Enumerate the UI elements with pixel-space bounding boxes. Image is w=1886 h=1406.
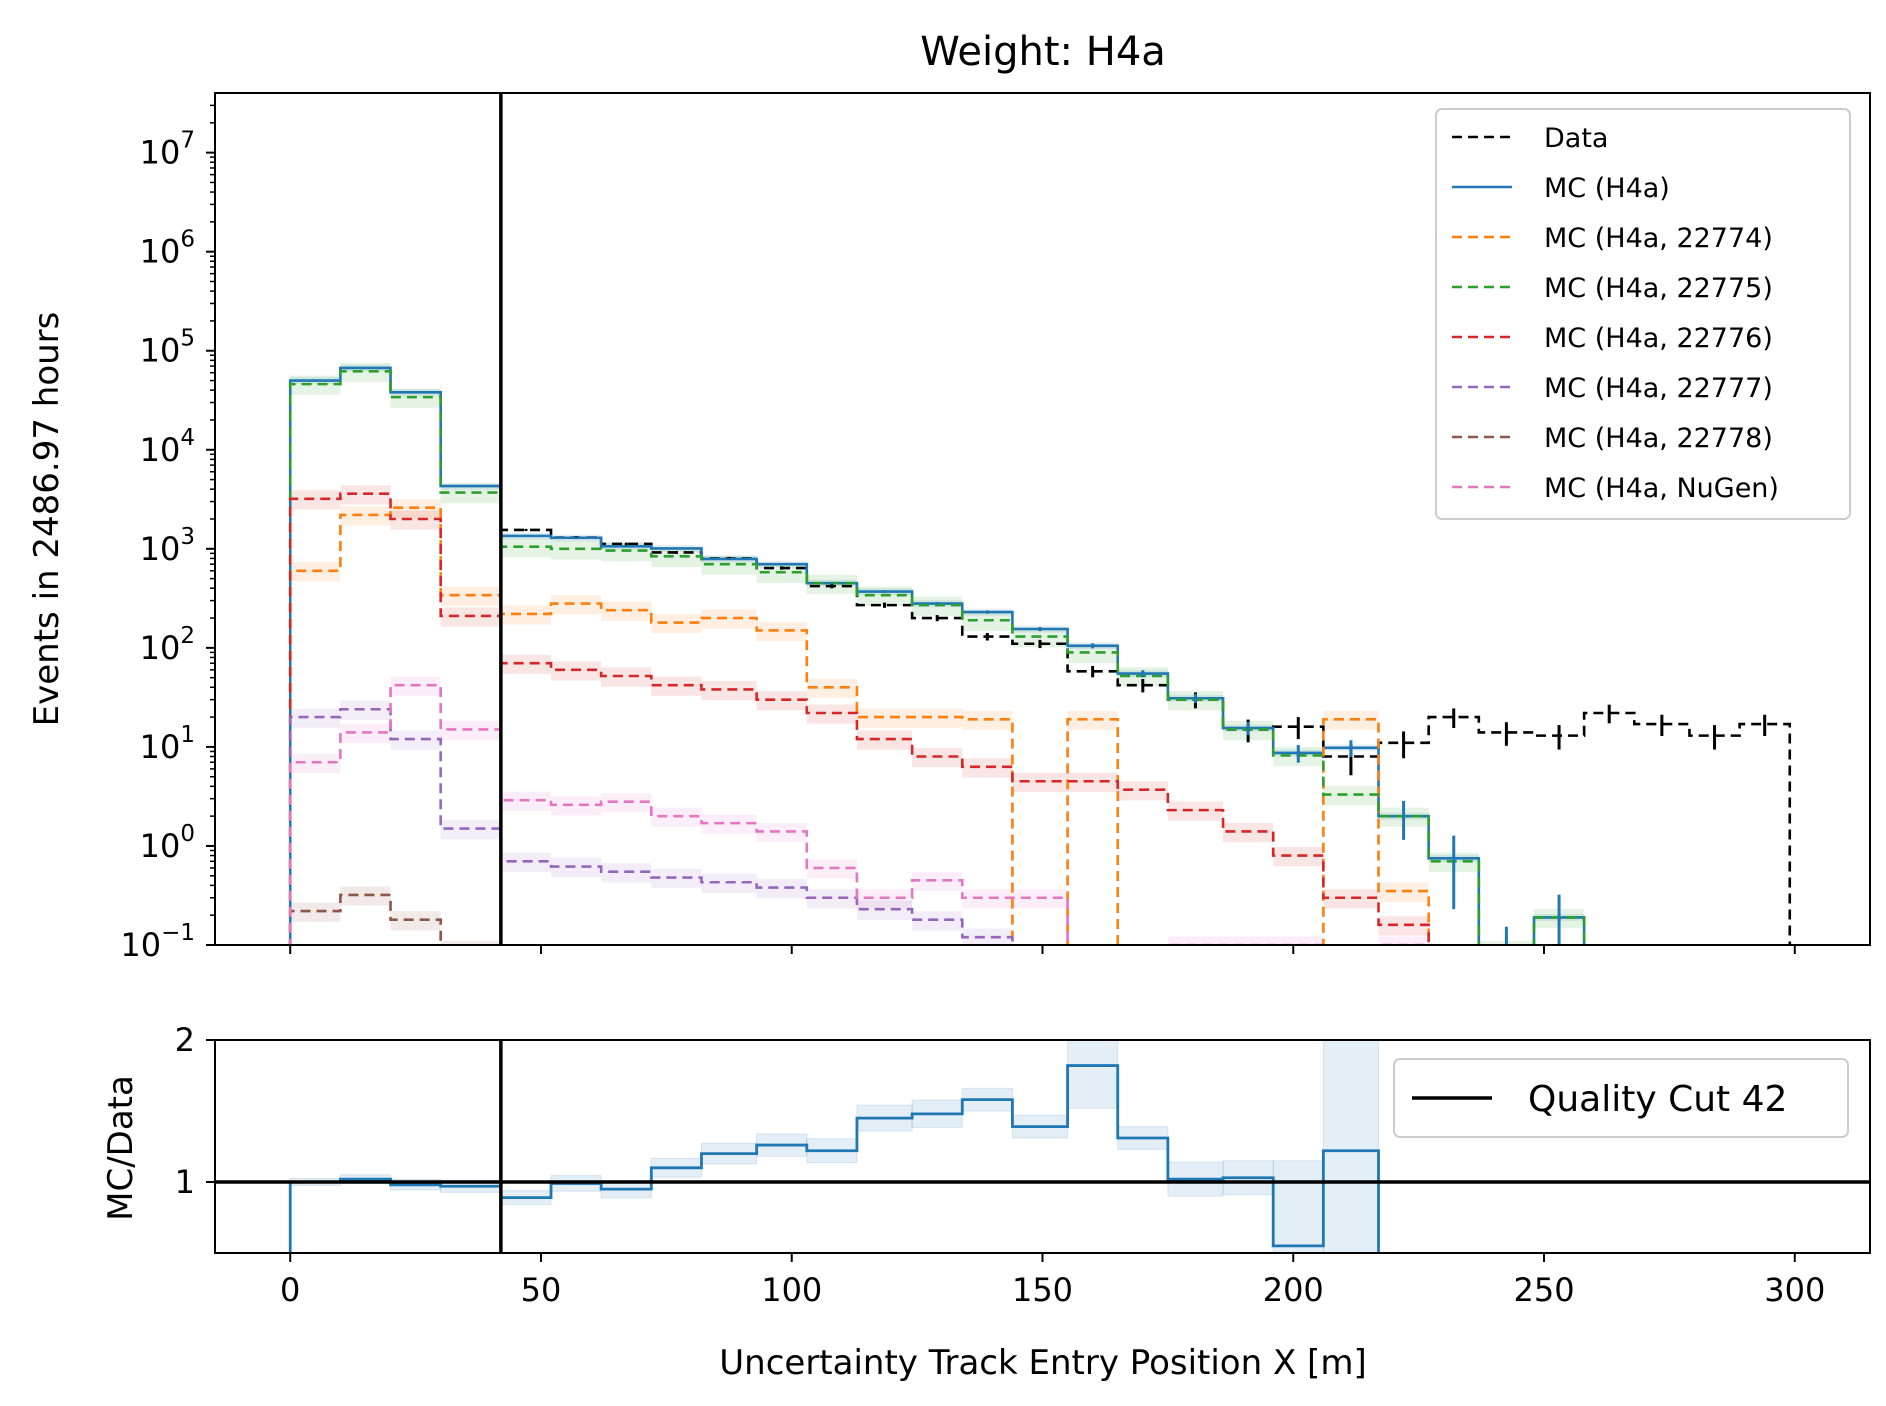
- band-3-0: [290, 375, 341, 395]
- series-line-mc-h4a-22776-: [288, 492, 1430, 945]
- band-6-3: [440, 940, 501, 945]
- band-5-2: [390, 730, 441, 750]
- band-3-20: [1323, 786, 1379, 806]
- band-5-3: [440, 819, 501, 840]
- band-2-8: [701, 609, 757, 629]
- band-3-15: [1067, 643, 1118, 664]
- band-7-21: [1378, 936, 1429, 945]
- ratio-curve: [288, 1064, 1380, 1253]
- band-7-13: [962, 889, 1013, 909]
- band-6-2: [390, 911, 441, 931]
- chart-title: Weight: H4a: [920, 29, 1166, 75]
- band-4-6: [601, 667, 652, 687]
- ratio-y-axis: 12: [175, 1021, 215, 1201]
- band-3-1: [340, 362, 391, 382]
- main-x-ticks: [289, 945, 1796, 954]
- series-line-mc-h4a-22777-: [288, 707, 1014, 945]
- band-4-21: [1378, 916, 1429, 936]
- legend-label-3: MC (H4a, 22775): [1544, 273, 1773, 304]
- band-7-17: [1167, 936, 1224, 945]
- legend-label-4: MC (H4a, 22776): [1544, 323, 1773, 354]
- x-axis-label: Uncertainty Track Entry Position X [m]: [719, 1343, 1366, 1383]
- x-tick-label-1: 50: [521, 1271, 562, 1309]
- band-3-4: [500, 538, 552, 558]
- ratio-legend-frame: [1393, 1058, 1849, 1138]
- band-2-11: [856, 708, 913, 728]
- x-tick-label-2: 100: [761, 1271, 822, 1309]
- band-2-4: [500, 605, 552, 625]
- band-4-17: [1167, 801, 1224, 821]
- band-4-10: [806, 704, 857, 724]
- band-4-0: [290, 490, 341, 510]
- band-4-2: [390, 510, 441, 530]
- band-4-4: [500, 654, 552, 674]
- band-2-12: [912, 708, 963, 728]
- band-7-18: [1223, 936, 1274, 945]
- main-errorbars: [313, 367, 1767, 945]
- ratio-y-tick-label-0: 1: [175, 1163, 195, 1201]
- main-legend: Data MC (H4a) MC (H4a, 22774) MC (H4a, 2277…: [1435, 108, 1851, 520]
- band-7-8: [701, 814, 757, 834]
- main-legend-frame: [1435, 108, 1851, 520]
- band-7-5: [551, 796, 602, 816]
- ratio-band-19: [1272, 1160, 1324, 1253]
- band-5-5: [551, 857, 602, 878]
- band-3-7: [651, 547, 702, 568]
- band-4-11: [856, 730, 913, 750]
- series-line-mc-h4a-22778-: [288, 893, 442, 945]
- x-tick-label-0: 0: [280, 1271, 300, 1309]
- x-tick-label-4: 200: [1263, 1271, 1324, 1309]
- x-tick-label-6: 300: [1764, 1271, 1825, 1309]
- main-y-tick-label-1: 100: [140, 821, 195, 865]
- band-7-19: [1273, 936, 1324, 945]
- band-4-20: [1323, 889, 1379, 909]
- series-line-mc-h4a-nugen-: [288, 683, 1430, 945]
- x-tick-label-5: 250: [1513, 1271, 1574, 1309]
- band-6-0: [290, 902, 341, 922]
- legend-label-2: MC (H4a, 22774): [1544, 223, 1773, 254]
- ratio-legend-label: Quality Cut 42: [1528, 1079, 1787, 1120]
- legend-label-1: MC (H4a): [1544, 173, 1670, 204]
- legend-label-5: MC (H4a, 22777): [1544, 373, 1773, 404]
- band-2-5: [551, 595, 602, 615]
- ratio-line: [288, 1064, 1380, 1253]
- band-7-9: [756, 822, 807, 843]
- legend-label-7: MC (H4a, NuGen): [1544, 473, 1779, 504]
- band-5-9: [756, 879, 807, 899]
- band-7-12: [912, 871, 963, 891]
- main-y-axis-label: Events in 2486.97 hours: [27, 312, 67, 727]
- ratio-y-axis-label: MC/Data: [101, 1075, 141, 1221]
- band-3-3: [440, 483, 501, 504]
- ratio-legend: Quality Cut 42: [1393, 1058, 1849, 1138]
- band-2-15: [1067, 710, 1118, 730]
- x-tick-label-3: 150: [1012, 1271, 1073, 1309]
- legend-label-0: Data: [1544, 123, 1608, 154]
- band-2-9: [756, 621, 807, 642]
- band-5-13: [962, 928, 1013, 945]
- x-axis: 0 50 100 150 200 250 300: [280, 1253, 1825, 1309]
- ratio-y-tick-label-1: 2: [175, 1021, 195, 1059]
- band-2-1: [340, 506, 391, 526]
- band-5-1: [340, 700, 391, 720]
- legend-label-6: MC (H4a, 22778): [1544, 423, 1773, 454]
